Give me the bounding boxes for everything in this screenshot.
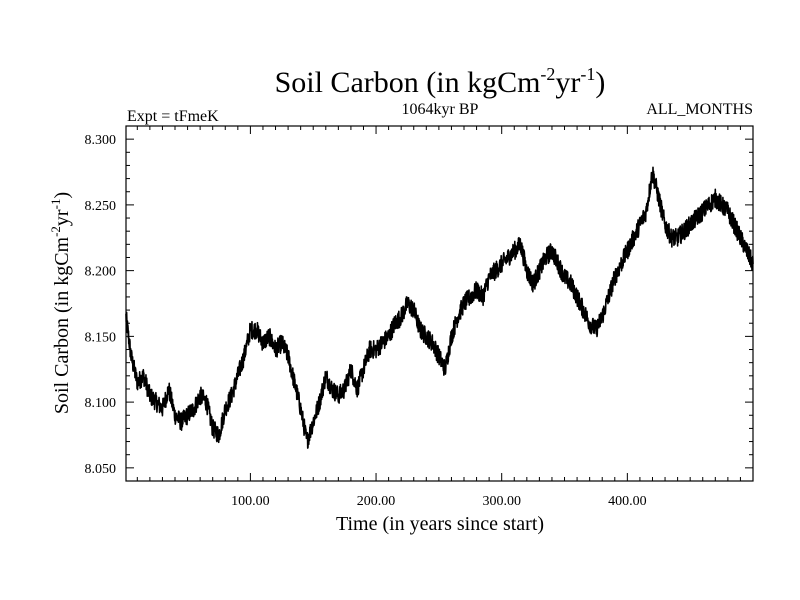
x-axis-label: Time (in years since start)	[336, 513, 544, 535]
soil-carbon-line	[125, 166, 754, 449]
y-axis: 8.050 8.100 8.150 8.200 8.250 8.300	[85, 125, 753, 477]
plot-frame	[125, 125, 754, 482]
experiment-note: Expt = tFmeK	[127, 108, 219, 125]
x-tick-label: 100.00	[231, 494, 270, 509]
y-tick-label: 8.050	[85, 462, 117, 477]
x-tick-label: 300.00	[482, 494, 521, 509]
y-tick-label: 8.150	[85, 330, 117, 345]
y-tick-label: 8.100	[85, 396, 117, 411]
y-tick-label: 8.250	[85, 199, 117, 214]
y-tick-label: 8.200	[85, 265, 117, 280]
period-note: 1064kyr BP	[402, 101, 479, 118]
x-tick-label: 400.00	[608, 494, 647, 509]
months-note: ALL_MONTHS	[646, 101, 753, 118]
y-axis-label: Soil Carbon (in kgCm-2yr-1)	[48, 192, 73, 414]
plot-area	[125, 166, 754, 449]
x-tick-label: 200.00	[357, 494, 396, 509]
chart-title: Soil Carbon (in kgCm-2yr-1)	[275, 64, 606, 99]
x-axis: 100.00 200.00 300.00 400.00	[136, 126, 741, 509]
y-tick-label: 8.300	[85, 133, 117, 148]
